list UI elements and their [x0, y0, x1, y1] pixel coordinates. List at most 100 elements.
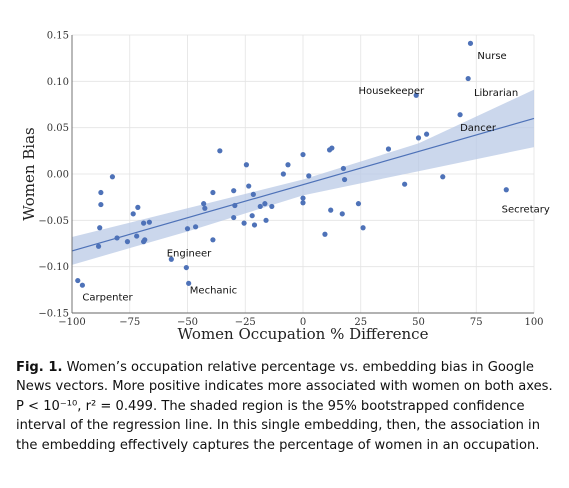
regression-line-layer	[71, 117, 535, 252]
data-point	[98, 189, 104, 196]
caption-label: Fig. 1.	[16, 360, 63, 375]
data-point	[192, 224, 199, 230]
data-point	[231, 188, 237, 194]
scatter-chart: −100 −75 −50 −25 0 25 50 75 100 −0.15 −0.10 −0.05 0.…	[20, 31, 550, 344]
data-point	[355, 201, 362, 207]
y-tick-label: 0.05	[47, 123, 69, 134]
data-point	[246, 183, 252, 189]
data-point	[300, 151, 306, 158]
data-point	[75, 277, 81, 284]
data-point	[300, 200, 306, 206]
point-annotation: Engineer	[167, 248, 212, 259]
point-annotation: Mechanic	[190, 285, 237, 296]
data-point	[241, 220, 247, 226]
data-point	[440, 174, 446, 180]
data-point	[285, 162, 291, 168]
data-point	[186, 280, 192, 286]
data-point	[328, 207, 334, 213]
data-point	[423, 131, 430, 137]
data-point	[306, 173, 312, 179]
y-tick-label: −0.10	[38, 262, 69, 273]
point-annotation: Nurse	[477, 51, 506, 62]
data-point	[467, 40, 474, 46]
x-axis-title: Women Occupation % Difference	[178, 325, 429, 343]
figure-caption: Fig. 1. Women’s occupation relative perc…	[16, 358, 556, 455]
data-point	[210, 189, 216, 196]
x-tick-label: 75	[470, 317, 483, 328]
tick-labels: −100 −75 −50 −25 0 25 50 75 100 −0.15 −0.10 −0.05 0.…	[38, 31, 543, 329]
data-point	[251, 222, 258, 228]
x-tick-label: −50	[177, 317, 198, 328]
x-tick-label: −100	[58, 317, 85, 328]
data-point	[413, 92, 419, 98]
data-point	[329, 145, 335, 151]
point-annotation: Secretary	[502, 205, 550, 216]
data-point	[415, 135, 422, 141]
data-point	[79, 282, 85, 288]
data-point	[385, 146, 392, 152]
data-points	[75, 40, 509, 288]
data-point	[135, 204, 141, 210]
data-point	[146, 219, 152, 225]
x-tick-label: 25	[354, 317, 367, 328]
data-point	[249, 213, 255, 219]
point-annotation: Dancer	[460, 123, 497, 134]
grid-lines	[71, 34, 535, 314]
x-tick-label: 0	[300, 317, 306, 328]
data-point	[114, 235, 120, 241]
y-tick-label: 0.10	[47, 77, 69, 88]
data-point	[503, 187, 509, 193]
y-tick-label: −0.15	[38, 309, 69, 320]
data-point	[134, 233, 140, 239]
x-tick-label: 100	[524, 317, 543, 328]
data-point	[183, 264, 189, 271]
data-point	[217, 148, 223, 154]
point-annotations: Nurse Librarian Housekeeper Dancer Secretary…	[82, 51, 549, 304]
data-point	[109, 174, 116, 180]
data-point	[262, 201, 268, 207]
axes	[71, 35, 534, 314]
regression-line	[71, 117, 535, 252]
data-point	[280, 171, 286, 177]
y-tick-label: 0.00	[47, 170, 69, 181]
x-tick-label: −75	[119, 317, 140, 328]
confidence-band-layer	[72, 89, 534, 265]
caption-text: Women’s occupation relative percentage v…	[16, 360, 553, 453]
data-point	[210, 237, 216, 243]
data-point	[250, 191, 256, 197]
data-point	[141, 239, 147, 245]
data-point	[130, 211, 136, 217]
data-point	[243, 162, 250, 168]
data-point	[201, 201, 207, 207]
x-tick-label: 50	[412, 317, 425, 328]
data-point	[465, 75, 471, 82]
data-point	[231, 214, 237, 221]
data-point	[257, 203, 263, 210]
data-point	[98, 201, 104, 208]
y-axis-title: Women Bias	[20, 127, 38, 220]
data-point	[269, 203, 275, 210]
point-annotation: Librarian	[474, 88, 518, 99]
confidence-band	[72, 89, 534, 265]
data-point	[95, 243, 102, 249]
point-annotation: Housekeeper	[358, 86, 425, 97]
data-point	[341, 176, 348, 183]
point-annotation: Carpenter	[82, 293, 133, 304]
data-point	[124, 239, 131, 245]
data-point	[141, 220, 147, 226]
data-point	[360, 225, 366, 231]
y-tick-label: 0.15	[47, 31, 69, 42]
data-point	[184, 226, 191, 232]
data-point	[232, 202, 238, 209]
data-point	[402, 181, 408, 187]
data-point	[263, 217, 269, 223]
data-point	[322, 231, 328, 237]
x-tick-label: −25	[235, 317, 256, 328]
data-point	[300, 195, 306, 201]
data-point	[168, 256, 174, 262]
y-tick-label: −0.05	[38, 216, 69, 227]
data-point	[457, 112, 463, 118]
data-point	[339, 211, 345, 217]
data-point	[202, 205, 208, 211]
data-point	[97, 225, 103, 231]
